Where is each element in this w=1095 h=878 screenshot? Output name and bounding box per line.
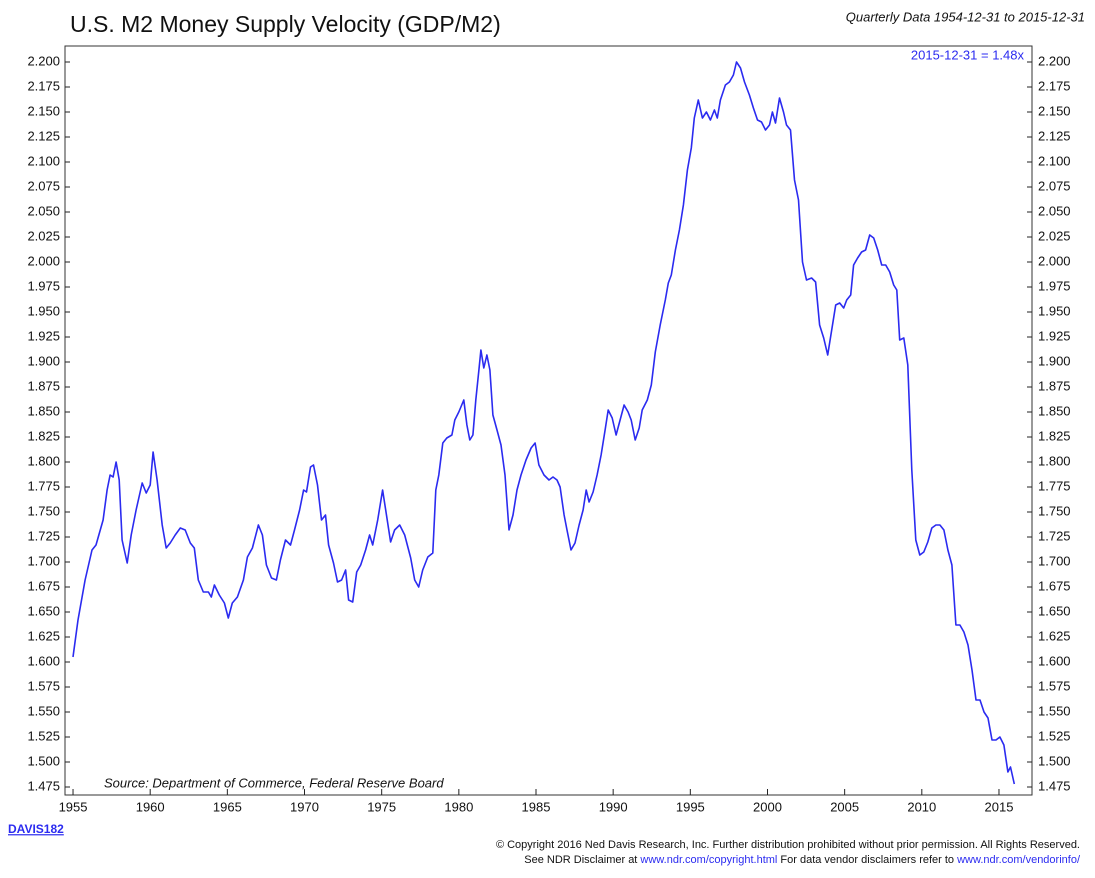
y-tick-label: 2.000 [27,253,60,268]
annotation: 2015-12-31 = 1.48x [911,47,1025,62]
plot-frame [64,45,1033,796]
disclaimer-text: See NDR Disclaimer at [524,854,640,866]
y2-tick-label: 1.550 [1038,703,1071,718]
y-tick-label: 1.975 [27,278,60,293]
x-tick-label: 1965 [213,799,242,814]
y-tick-label: 1.550 [27,703,60,718]
y-tick-label: 2.050 [27,203,60,218]
disclaimer: See NDR Disclaimer at www.ndr.com/copyri… [524,854,1081,866]
x-tick-label: 2010 [907,799,936,814]
y-tick-label: 1.775 [27,478,60,493]
y-tick-label: 1.575 [27,678,60,693]
source-note: Source: Department of Commerce, Federal … [104,775,444,790]
y-tick-label: 1.875 [27,378,60,393]
y-tick-label: 2.100 [27,153,60,168]
y2-tick-label: 1.900 [1038,353,1071,368]
y-tick-label: 2.025 [27,228,60,243]
x-tick-label: 1955 [59,799,88,814]
y-tick-label: 1.725 [27,528,60,543]
y2-tick-label: 1.625 [1038,628,1071,643]
y-tick-label: 1.500 [27,753,60,768]
y2-tick-label: 1.500 [1038,753,1071,768]
x-tick-label: 1990 [599,799,628,814]
y-tick-label: 2.125 [27,128,60,143]
y2-tick-label: 2.100 [1038,153,1071,168]
y2-tick-label: 2.175 [1038,78,1071,93]
y-tick-label: 1.625 [27,628,60,643]
x-tick-label: 1980 [444,799,473,814]
y-tick-label: 2.175 [27,78,60,93]
y2-tick-label: 2.075 [1038,178,1071,193]
x-tick-label: 1985 [522,799,551,814]
y-tick-label: 1.675 [27,578,60,593]
y2-tick-label: 2.150 [1038,103,1071,118]
y2-tick-label: 2.125 [1038,128,1071,143]
y2-tick-label: 1.600 [1038,653,1071,668]
y2-tick-label: 1.950 [1038,303,1071,318]
y2-tick-label: 1.675 [1038,578,1071,593]
x-tick-label: 1995 [676,799,705,814]
y-tick-label: 2.150 [27,103,60,118]
y-tick-label: 1.600 [27,653,60,668]
y2-tick-label: 1.875 [1038,378,1071,393]
y2-tick-label: 1.925 [1038,328,1071,343]
y-tick-label: 1.950 [27,303,60,318]
chart-title: U.S. M2 Money Supply Velocity (GDP/M2) [70,11,501,37]
y2-tick-label: 1.650 [1038,603,1071,618]
x-tick-label: 1975 [367,799,396,814]
y-tick-label: 1.925 [27,328,60,343]
y-tick-label: 1.650 [27,603,60,618]
disclaimer-text: For data vendor disclaimers refer to [777,854,957,866]
link[interactable]: www.ndr.com/vendorinfo/ [956,854,1081,866]
y-tick-label: 2.200 [27,53,60,68]
y2-tick-label: 2.050 [1038,203,1071,218]
x-tick-label: 2000 [753,799,782,814]
y-tick-label: 1.475 [27,778,60,793]
y-tick-label: 1.525 [27,728,60,743]
y-tick-label: 2.075 [27,178,60,193]
y2-tick-label: 1.975 [1038,278,1071,293]
y2-tick-label: 1.525 [1038,728,1071,743]
link[interactable]: www.ndr.com/copyright.html [639,854,777,866]
x-tick-label: 2005 [830,799,859,814]
y2-tick-label: 2.200 [1038,53,1071,68]
y2-tick-label: 1.750 [1038,503,1071,518]
y-tick-label: 1.850 [27,403,60,418]
chart-id[interactable]: DAVIS182 [8,822,64,836]
y2-tick-label: 1.475 [1038,778,1071,793]
x-tick-label: 2015 [985,799,1014,814]
y2-tick-label: 1.850 [1038,403,1071,418]
y2-tick-label: 2.000 [1038,253,1071,268]
y2-tick-label: 1.825 [1038,428,1071,443]
y-tick-label: 1.700 [27,553,60,568]
chart-subtitle: Quarterly Data 1954-12-31 to 2015-12-31 [846,9,1085,24]
copyright: © Copyright 2016 Ned Davis Research, Inc… [496,839,1080,851]
data-line [72,61,1016,785]
y2-tick-label: 1.725 [1038,528,1071,543]
y2-tick-label: 1.575 [1038,678,1071,693]
x-tick-label: 1960 [136,799,165,814]
y2-tick-label: 2.025 [1038,228,1071,243]
y2-tick-label: 1.775 [1038,478,1071,493]
x-tick-label: 1970 [290,799,319,814]
y-tick-label: 1.900 [27,353,60,368]
y-tick-label: 1.750 [27,503,60,518]
y2-tick-label: 1.700 [1038,553,1071,568]
y-tick-label: 1.825 [27,428,60,443]
y2-tick-label: 1.800 [1038,453,1071,468]
y-tick-label: 1.800 [27,453,60,468]
